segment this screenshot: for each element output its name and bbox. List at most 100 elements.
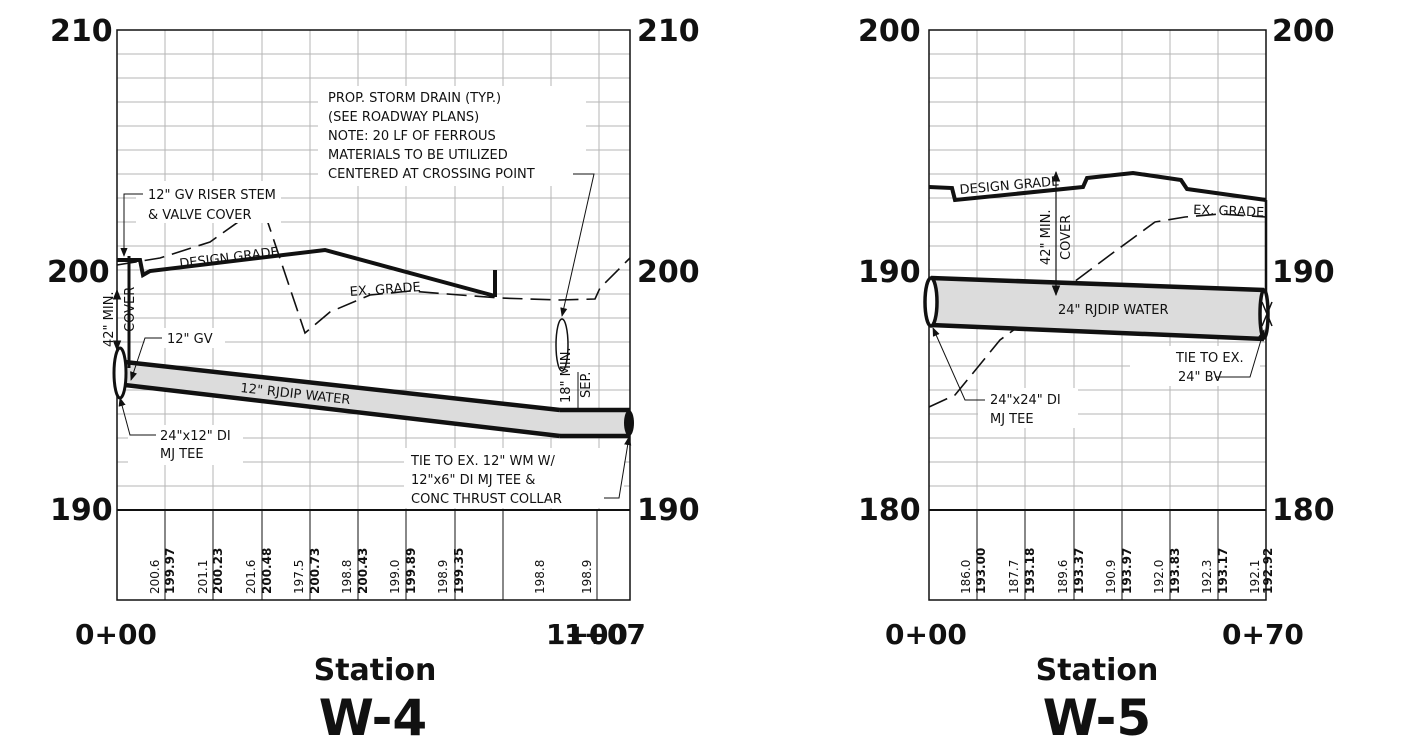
elev-top-left-w5: 200 xyxy=(858,14,921,49)
grid-w5 xyxy=(929,30,1266,510)
tie-callout-bg-w5 xyxy=(1130,346,1260,386)
ex-grade-w4 xyxy=(116,203,631,335)
riser-label-2: & VALVE COVER xyxy=(148,208,252,223)
existing-elev-value: 186.0 xyxy=(959,560,973,594)
storm-label-2: (SEE ROADWAY PLANS) xyxy=(328,110,479,125)
existing-elev-value: 198.9 xyxy=(436,560,450,594)
elev-bottom-right-w4: 190 xyxy=(637,493,700,528)
min-cover-label-2-w5: COVER xyxy=(1059,215,1074,260)
storm-drain-w4 xyxy=(555,318,569,372)
pipe-top-w4 xyxy=(124,359,561,413)
station-end-overlap-w4: 1+00 xyxy=(546,618,628,651)
pipe-w5 xyxy=(931,278,1264,339)
tie-callout-bg-w4 xyxy=(404,448,624,508)
gv-callout-bg xyxy=(145,328,225,348)
elevation-table-w4: 200.6 199.97 201.1 200.23 201.6 200.48 197.5 20… xyxy=(148,510,598,600)
tee-fitting-w4 xyxy=(112,346,128,400)
min-sep-label-2-w4: SEP. xyxy=(579,372,594,398)
design-elev-value: 193.18 xyxy=(1023,548,1037,594)
design-elev-value: 193.17 xyxy=(1216,548,1230,594)
tie-label-1-w5: TIE TO EX. xyxy=(1175,351,1244,366)
existing-elev-value: 200.6 xyxy=(148,560,162,594)
existing-elev-value: 198.9 xyxy=(580,560,594,594)
storm-label-5: CENTERED AT CROSSING POINT xyxy=(328,167,535,182)
title-w4: W-4 xyxy=(319,689,427,741)
elev-top-right-w4: 210 xyxy=(637,14,700,49)
tee-leader-w5 xyxy=(932,327,985,401)
pipe-bottom-w4 xyxy=(124,382,561,439)
existing-elev-value: 201.6 xyxy=(244,560,258,594)
elev-top-right-w5: 200 xyxy=(1272,14,1335,49)
axis-label-w5: Station xyxy=(1036,653,1159,688)
pipe-w4 xyxy=(125,362,630,436)
elev-bottom-left-w4: 190 xyxy=(50,493,113,528)
design-elev-value: 192.92 xyxy=(1261,548,1275,594)
gv-label: 12" GV xyxy=(167,332,213,347)
elev-mid-left-w4: 200 xyxy=(47,255,110,290)
station-end-w5: 0+70 xyxy=(1222,618,1304,651)
tee-fitting-w5 xyxy=(923,276,939,328)
design-grade-label-w4: DESIGN GRADE xyxy=(179,245,280,272)
existing-elev-value: 198.8 xyxy=(533,560,547,594)
existing-elev-value: 192.0 xyxy=(1152,560,1166,594)
elev-mid-right-w5: 190 xyxy=(1272,255,1335,290)
min-cover-label-2-w4: COVER xyxy=(123,287,138,332)
elev-bottom-left-w5: 180 xyxy=(858,493,921,528)
tie-label-2-w5: 24" BV xyxy=(1178,370,1222,385)
design-grade-w4 xyxy=(117,247,496,298)
profile-w5: 186.0 193.00 187.7 193.18 189.6 193.37 190.9 19… xyxy=(858,14,1335,741)
design-elev-value: 193.97 xyxy=(1120,548,1134,594)
title-w5: W-5 xyxy=(1043,689,1151,741)
ex-grade-w5 xyxy=(928,213,1267,408)
elevation-table-w5: 186.0 193.00 187.7 193.18 189.6 193.37 190.9 19… xyxy=(959,510,1275,600)
existing-elev-value: 189.6 xyxy=(1056,560,1070,594)
existing-elev-value: 192.3 xyxy=(1200,560,1214,594)
gv-leader xyxy=(130,337,162,381)
tee-label-1-w4: 24"x12" DI xyxy=(160,429,231,444)
existing-elev-value: 192.1 xyxy=(1248,560,1262,594)
min-cover-label-1-w4: 42" MIN. xyxy=(102,291,117,347)
tee-callout-bg-w5 xyxy=(978,388,1078,428)
design-elev-value: 199.97 xyxy=(163,548,177,594)
min-sep-label-1-w4: 18" MIN. xyxy=(559,347,574,403)
storm-callout-bg xyxy=(318,86,586,186)
tie-leader-w4 xyxy=(604,436,632,499)
tie-label-1-w4: TIE TO EX. 12" WM W/ xyxy=(410,454,556,469)
station-start-w5: 0+00 xyxy=(885,618,967,651)
tie-leader-w5 xyxy=(1215,329,1266,378)
tee-label-1-w5: 24"x24" DI xyxy=(990,393,1061,408)
existing-elev-value: 198.8 xyxy=(340,560,354,594)
station-end-w4: 1+07 xyxy=(564,618,646,651)
pipe-label-w5: 24" RJDIP WATER xyxy=(1058,303,1169,318)
tie-label-3-w4: CONC THRUST COLLAR xyxy=(411,492,562,507)
elev-top-left-w4: 210 xyxy=(50,14,113,49)
valve-symbol-w5 xyxy=(1261,301,1273,327)
design-elev-value: 200.73 xyxy=(308,548,322,594)
ex-grade-label-w5: EX. GRADE xyxy=(1193,203,1265,220)
riser-leader xyxy=(120,193,143,257)
elev-mid-left-w5: 190 xyxy=(858,255,921,290)
design-elev-value: 193.00 xyxy=(974,548,988,594)
pipe-end-w4 xyxy=(624,410,634,436)
tee-leader-w4 xyxy=(118,397,156,436)
design-elev-value: 193.37 xyxy=(1072,548,1086,594)
tee-label-2-w4: MJ TEE xyxy=(160,447,204,462)
riser-label-1: 12" GV RISER STEM xyxy=(148,188,276,203)
existing-elev-value: 199.0 xyxy=(388,560,402,594)
station-start-w4: 0+00 xyxy=(75,618,157,651)
tee-label-2-w5: MJ TEE xyxy=(990,412,1034,427)
design-elev-value: 200.23 xyxy=(211,548,225,594)
existing-elev-value: 201.1 xyxy=(196,560,210,594)
pipe-bottom-w5 xyxy=(930,322,1265,342)
storm-label-1: PROP. STORM DRAIN (TYP.) xyxy=(328,91,501,106)
design-elev-value: 199.89 xyxy=(404,548,418,594)
design-elev-value: 200.43 xyxy=(356,548,370,594)
storm-label-4: MATERIALS TO BE UTILIZED xyxy=(328,148,508,163)
storm-leader xyxy=(560,173,595,317)
ex-grade-label-w4: EX. GRADE xyxy=(349,280,421,300)
existing-elev-value: 190.9 xyxy=(1104,560,1118,594)
profile-w4: 200.6 199.97 201.1 200.23 201.6 200.48 197.5 20… xyxy=(47,14,700,741)
design-elev-value: 199.35 xyxy=(452,548,466,594)
min-cover-label-1-w5: 42" MIN. xyxy=(1039,209,1054,265)
elev-mid-right-w4: 200 xyxy=(637,255,700,290)
